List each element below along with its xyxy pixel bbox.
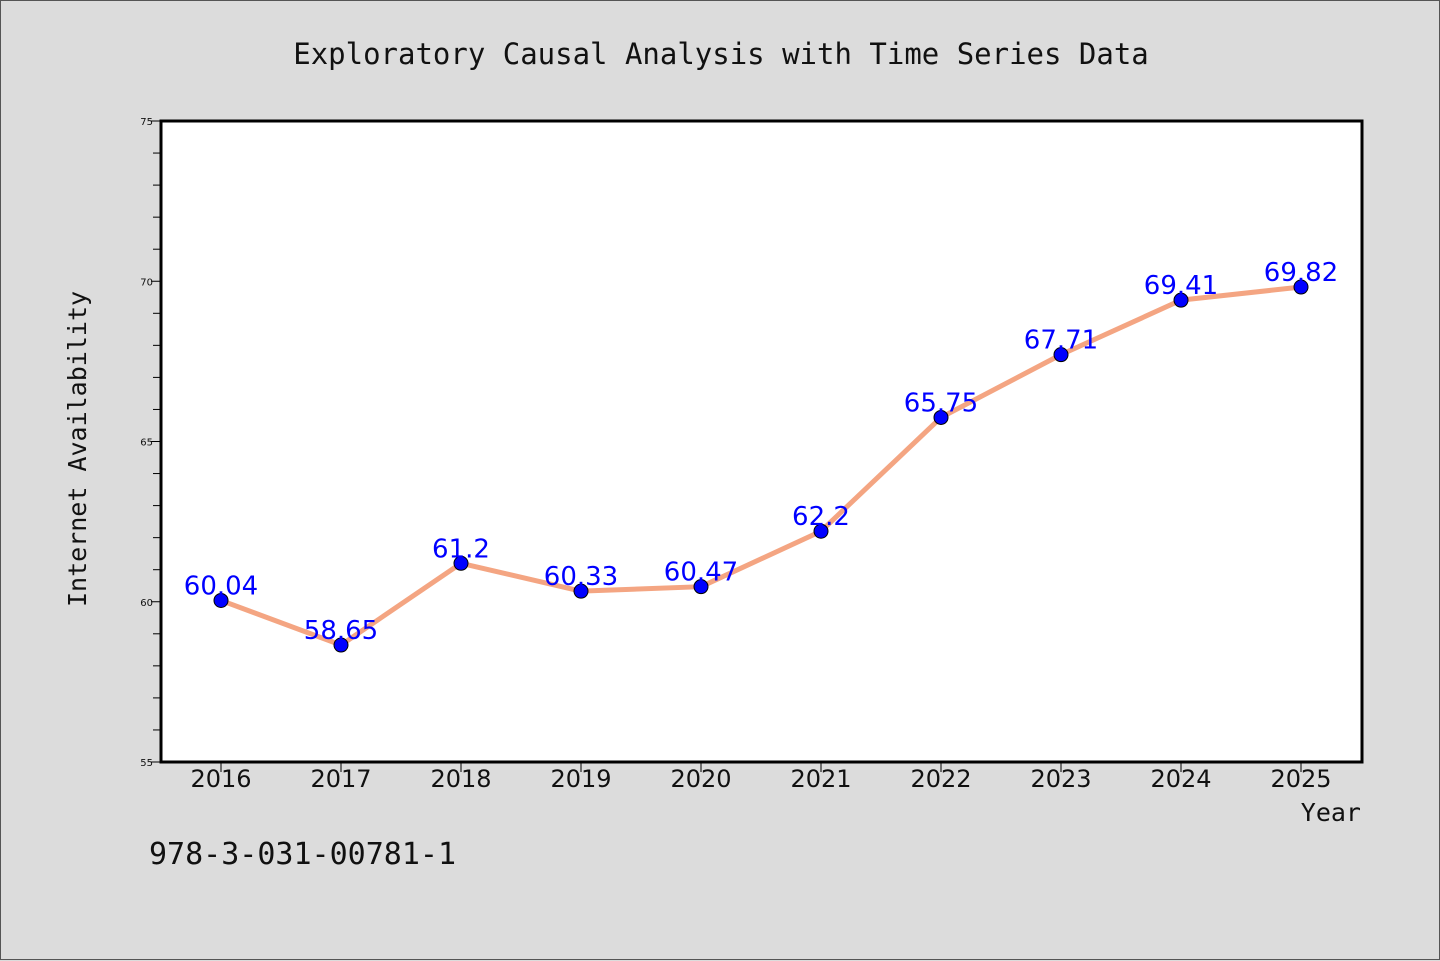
series-line-group xyxy=(218,284,1304,648)
data-label: 69.41 xyxy=(1144,271,1218,301)
data-point-marker xyxy=(1053,347,1069,363)
y-tick-label: 75 xyxy=(140,117,153,128)
y-tick-label: 65 xyxy=(140,438,153,449)
data-labels: 60.04 58.65 61.2 60.33 60.47 62.2 65.75 67.71 69… xyxy=(184,258,1338,646)
data-point-marker xyxy=(1173,292,1189,308)
data-point-marker xyxy=(213,592,229,608)
data-label: 61.2 xyxy=(432,534,490,564)
data-point-marker xyxy=(813,523,829,539)
plot-area xyxy=(161,121,1362,762)
data-point-marker xyxy=(933,409,949,425)
plot-border xyxy=(159,119,1364,764)
data-label: 60.47 xyxy=(664,558,738,588)
footnote-isbn: 978-3-031-00781-1 xyxy=(149,837,456,872)
x-tick-label: 2022 xyxy=(910,765,971,793)
y-axis-title: Internet Availability xyxy=(63,291,92,607)
data-label: 60.04 xyxy=(184,571,258,601)
data-markers xyxy=(213,279,1309,653)
x-tick-label: 2025 xyxy=(1270,765,1331,793)
data-label: 67.71 xyxy=(1024,326,1098,356)
y-tick-label: 70 xyxy=(140,277,153,288)
x-tick-label: 2017 xyxy=(310,765,371,793)
data-label: 60.33 xyxy=(544,562,618,592)
y-tick-label: 60 xyxy=(140,598,153,609)
x-tick-label: 2024 xyxy=(1150,765,1211,793)
x-axis: 2016 2017 2018 2019 2020 2021 2022 2023 2024 2025 xyxy=(190,762,1332,793)
data-label: 62.2 xyxy=(792,502,850,532)
data-label: 58.65 xyxy=(304,616,378,646)
chart-title: Exploratory Causal Analysis with Time Se… xyxy=(293,37,1149,71)
data-point-marker xyxy=(333,637,349,653)
data-point-marker xyxy=(573,583,589,599)
data-point-marker xyxy=(453,555,469,571)
series-line xyxy=(218,284,1304,648)
x-tick-label: 2021 xyxy=(790,765,851,793)
data-label: 65.75 xyxy=(904,388,978,418)
x-tick-label: 2016 xyxy=(190,765,251,793)
data-point-marker xyxy=(693,579,709,595)
y-tick-label: 55 xyxy=(140,758,153,769)
data-point-marker xyxy=(1293,279,1309,295)
data-label: 69.82 xyxy=(1264,258,1338,288)
y-axis: 55 60 65 70 75 xyxy=(140,117,161,769)
x-axis-title: Year xyxy=(1301,798,1361,827)
x-tick-label: 2018 xyxy=(430,765,491,793)
x-tick-label: 2020 xyxy=(670,765,731,793)
x-tick-label: 2019 xyxy=(550,765,611,793)
x-tick-label: 2023 xyxy=(1030,765,1091,793)
